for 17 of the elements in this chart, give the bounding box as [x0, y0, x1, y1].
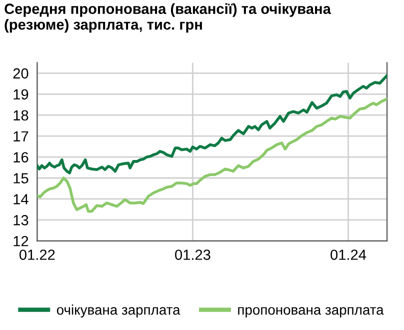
line-series	[37, 74, 388, 174]
chart-title: Середня пропонована (вакансії) та очікувана (резюме) зарплата, тис. грн	[4, 3, 332, 33]
y-tick-label: 14	[14, 194, 28, 204]
y-tick-label: 16	[14, 152, 28, 162]
y-tick-label: 19	[14, 89, 28, 100]
y-tick-label: 17	[14, 131, 28, 142]
x-tick-label: 01.22	[19, 250, 55, 260]
y-tick-label: 20	[13, 68, 28, 79]
line-series	[37, 98, 388, 213]
x-tick-label: 01.23	[175, 250, 210, 260]
x-tick-label: 01.24	[330, 250, 366, 260]
legend-label: пропонована зарплата	[238, 307, 384, 318]
y-tick-label: 12	[14, 236, 28, 246]
y-tick-label: 13	[14, 215, 28, 226]
legend-label: очікувана зарплата	[56, 304, 180, 318]
y-tick-label: 18	[14, 110, 28, 121]
y-tick-label: 15	[14, 173, 28, 184]
